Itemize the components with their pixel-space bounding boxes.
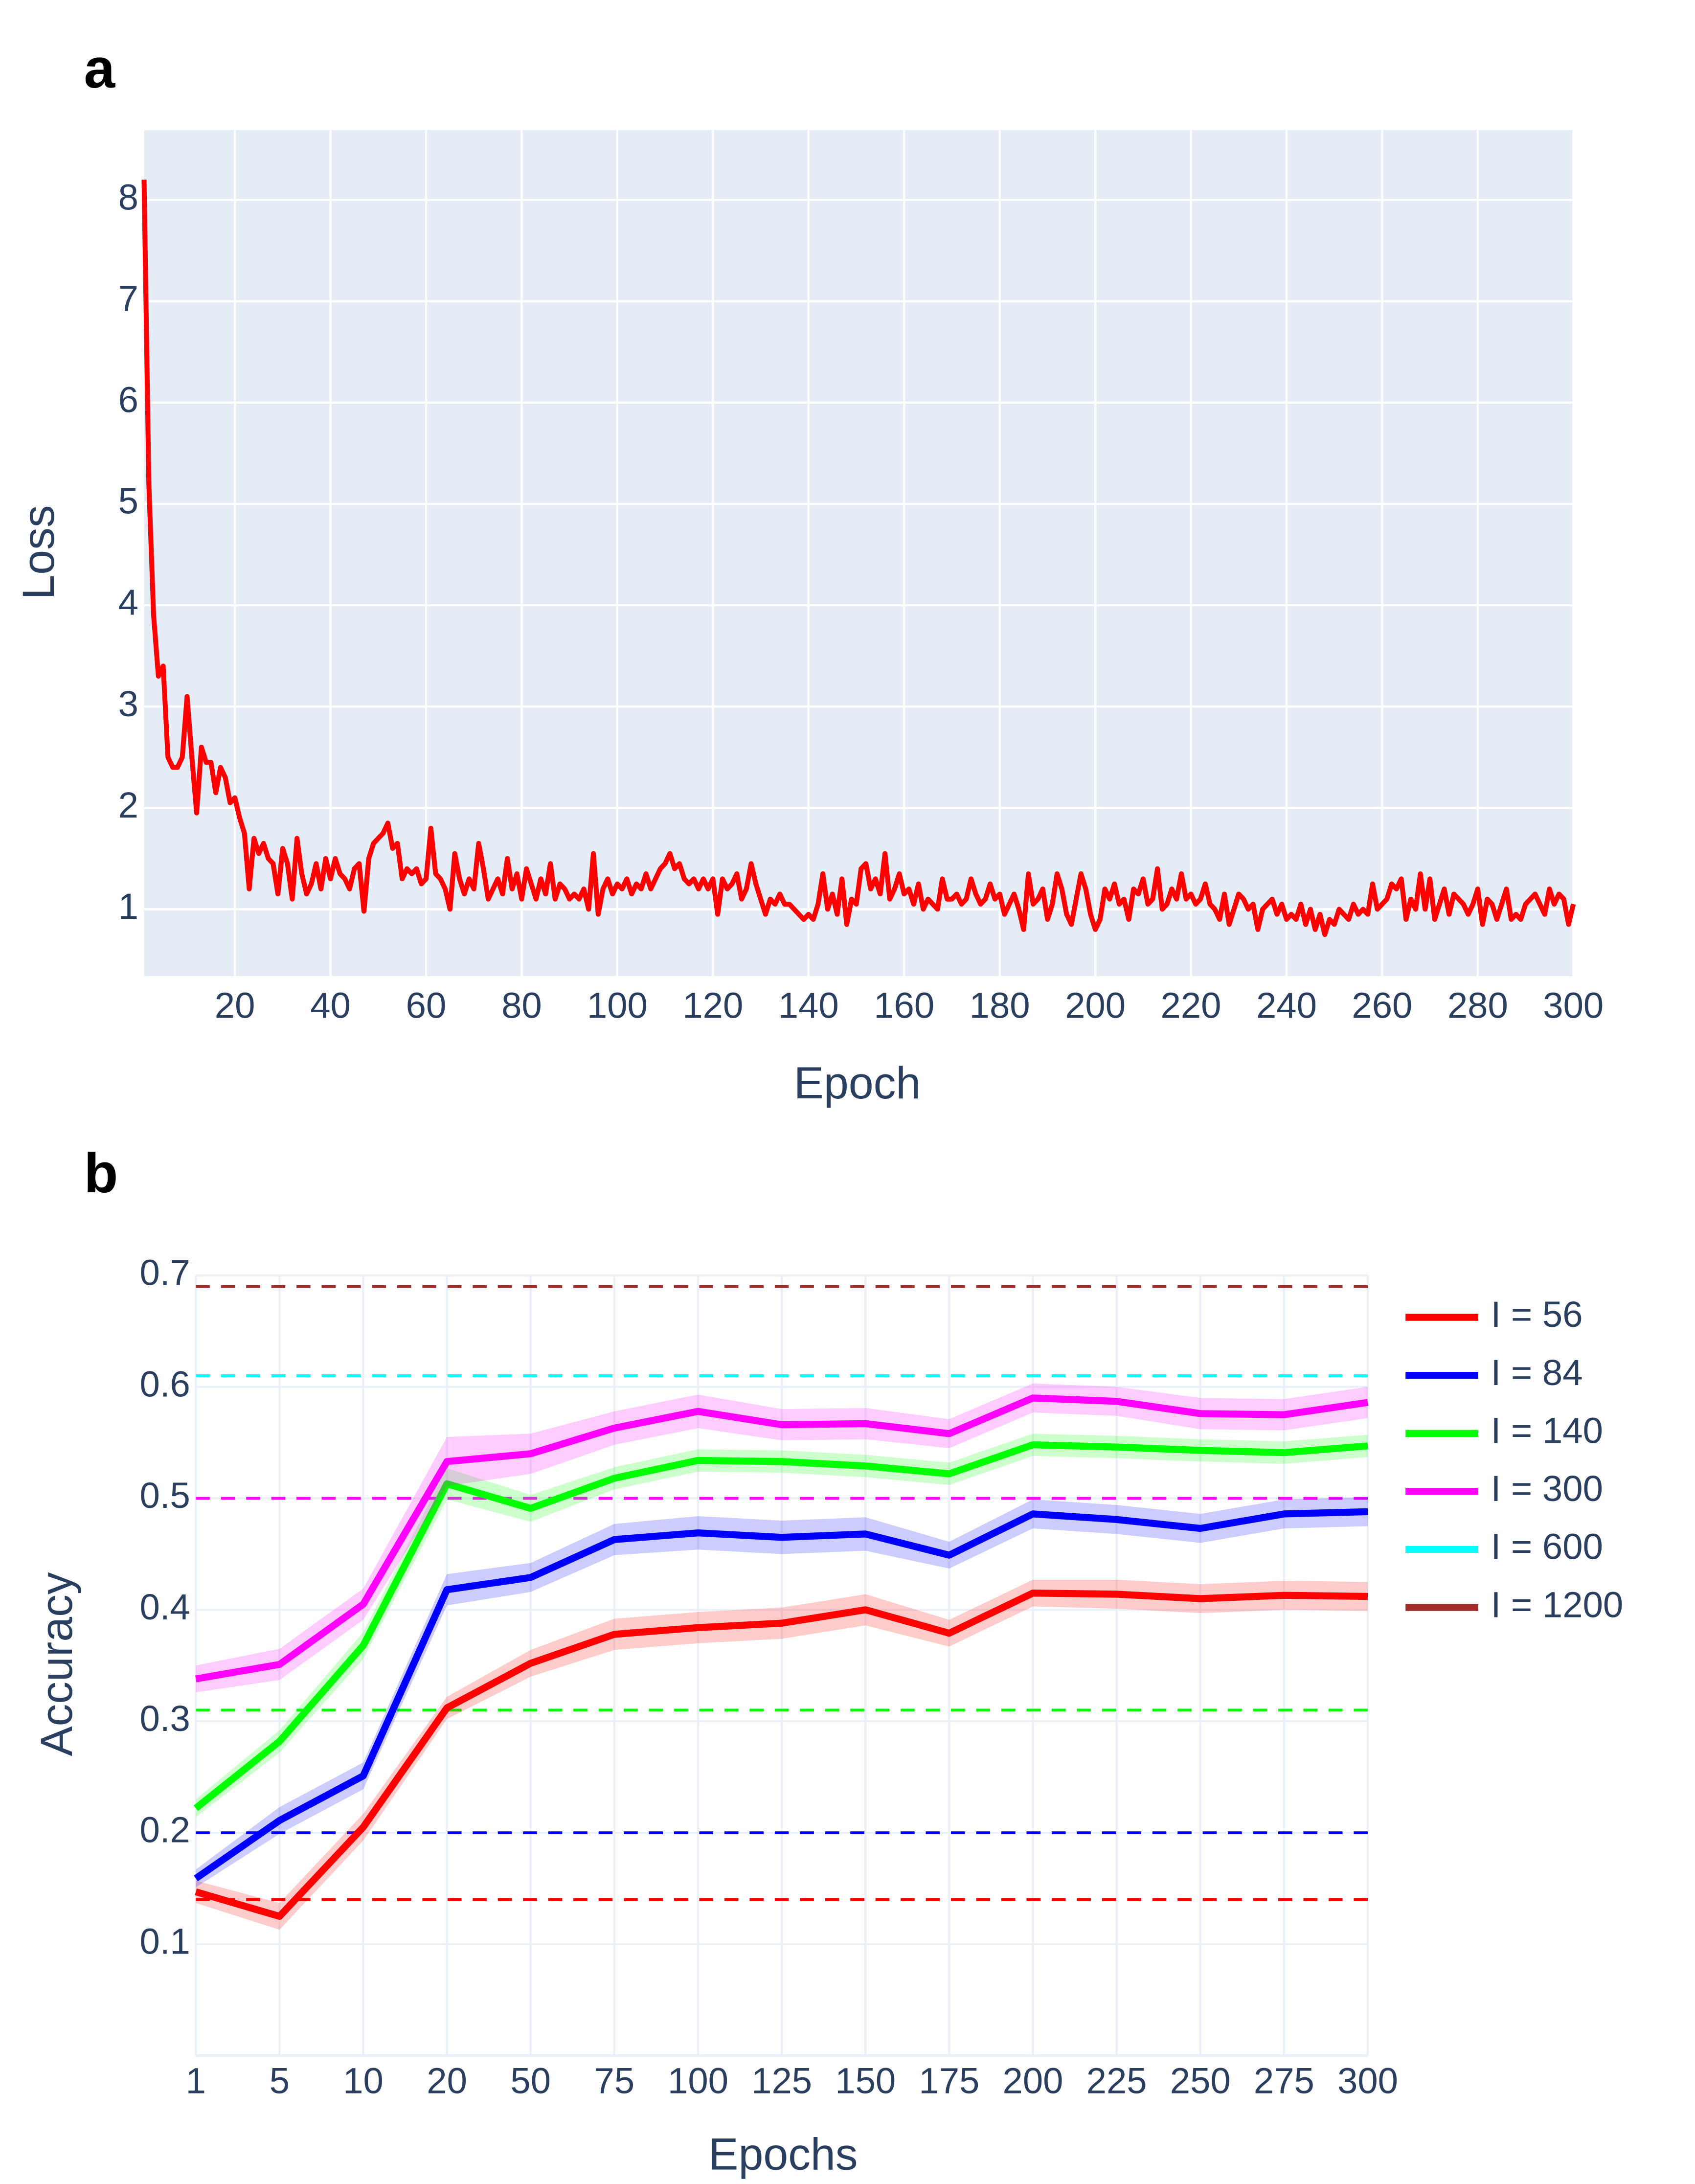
plot-area bbox=[144, 130, 1574, 977]
y-tick-label: 0.7 bbox=[139, 1252, 190, 1293]
x-tick-label: 80 bbox=[501, 985, 542, 1025]
x-tick-label: 1 bbox=[186, 2061, 206, 2101]
y-tick-label: 0.4 bbox=[139, 1587, 190, 1627]
x-tick-label: 100 bbox=[587, 985, 648, 1025]
data-line bbox=[194, 1508, 1368, 1882]
x-tick-label: 200 bbox=[1003, 2061, 1063, 2101]
x-tick-label: 125 bbox=[751, 2061, 812, 2101]
y-tick-label: 4 bbox=[118, 582, 138, 623]
y-axis-title: Loss bbox=[14, 505, 64, 599]
y-tick-label: 5 bbox=[118, 481, 138, 522]
x-tick-label: 180 bbox=[970, 985, 1030, 1025]
y-tick-label: 8 bbox=[118, 177, 138, 217]
x-tick-label: 300 bbox=[1543, 985, 1604, 1025]
legend-label: I = 600 bbox=[1491, 1526, 1603, 1567]
legend-label: I = 1200 bbox=[1491, 1584, 1624, 1625]
x-axis-title: Epoch bbox=[794, 1058, 921, 1108]
x-tick-label: 10 bbox=[343, 2061, 384, 2101]
y-tick-label: 0.2 bbox=[139, 1810, 190, 1850]
legend-label: I = 84 bbox=[1491, 1352, 1583, 1393]
x-tick-label: 140 bbox=[778, 985, 839, 1025]
y-tick-label: 0.1 bbox=[139, 1921, 190, 1962]
y-tick-label: 3 bbox=[118, 683, 138, 724]
y-axis-title: Accuracy bbox=[32, 1572, 82, 1756]
x-tick-label: 280 bbox=[1447, 985, 1508, 1025]
panel-label: a bbox=[84, 37, 116, 100]
y-tick-label: 6 bbox=[118, 380, 138, 420]
y-tick-label: 0.3 bbox=[139, 1698, 190, 1739]
x-tick-label: 220 bbox=[1161, 985, 1221, 1025]
x-tick-label: 100 bbox=[668, 2061, 728, 2101]
data-line bbox=[195, 1394, 1369, 1683]
x-tick-label: 20 bbox=[215, 985, 255, 1025]
x-tick-label: 200 bbox=[1065, 985, 1126, 1025]
x-tick-label: 225 bbox=[1086, 2061, 1147, 2101]
x-tick-label: 150 bbox=[835, 2061, 896, 2101]
x-tick-label: 250 bbox=[1170, 2061, 1231, 2101]
x-tick-label: 5 bbox=[270, 2061, 290, 2101]
legend-label: I = 140 bbox=[1491, 1410, 1603, 1451]
x-tick-label: 260 bbox=[1352, 985, 1412, 1025]
legend-label: I = 300 bbox=[1491, 1468, 1603, 1509]
x-tick-label: 50 bbox=[510, 2061, 551, 2101]
x-tick-label: 240 bbox=[1256, 985, 1317, 1025]
x-tick-label: 160 bbox=[874, 985, 934, 1025]
y-tick-label: 7 bbox=[118, 278, 138, 318]
x-tick-label: 75 bbox=[594, 2061, 635, 2101]
data-line bbox=[193, 1441, 1368, 1811]
x-tick-label: 120 bbox=[682, 985, 743, 1025]
x-tick-label: 20 bbox=[427, 2061, 467, 2101]
y-tick-label: 0.5 bbox=[139, 1475, 190, 1516]
legend-label: I = 56 bbox=[1491, 1294, 1583, 1335]
x-tick-label: 60 bbox=[406, 985, 447, 1025]
x-tick-label: 175 bbox=[919, 2061, 979, 2101]
x-tick-label: 300 bbox=[1337, 2061, 1398, 2101]
panel-label: b bbox=[84, 1142, 118, 1205]
y-tick-label: 0.6 bbox=[139, 1364, 190, 1404]
y-tick-label: 2 bbox=[118, 785, 138, 825]
data-line bbox=[195, 1590, 1368, 1920]
x-axis-title: Epochs bbox=[708, 2130, 858, 2180]
data-line bbox=[141, 180, 1576, 937]
y-tick-label: 1 bbox=[118, 886, 138, 927]
error-band bbox=[196, 1497, 1368, 1888]
x-tick-label: 40 bbox=[310, 985, 351, 1025]
x-tick-label: 275 bbox=[1254, 2061, 1314, 2101]
